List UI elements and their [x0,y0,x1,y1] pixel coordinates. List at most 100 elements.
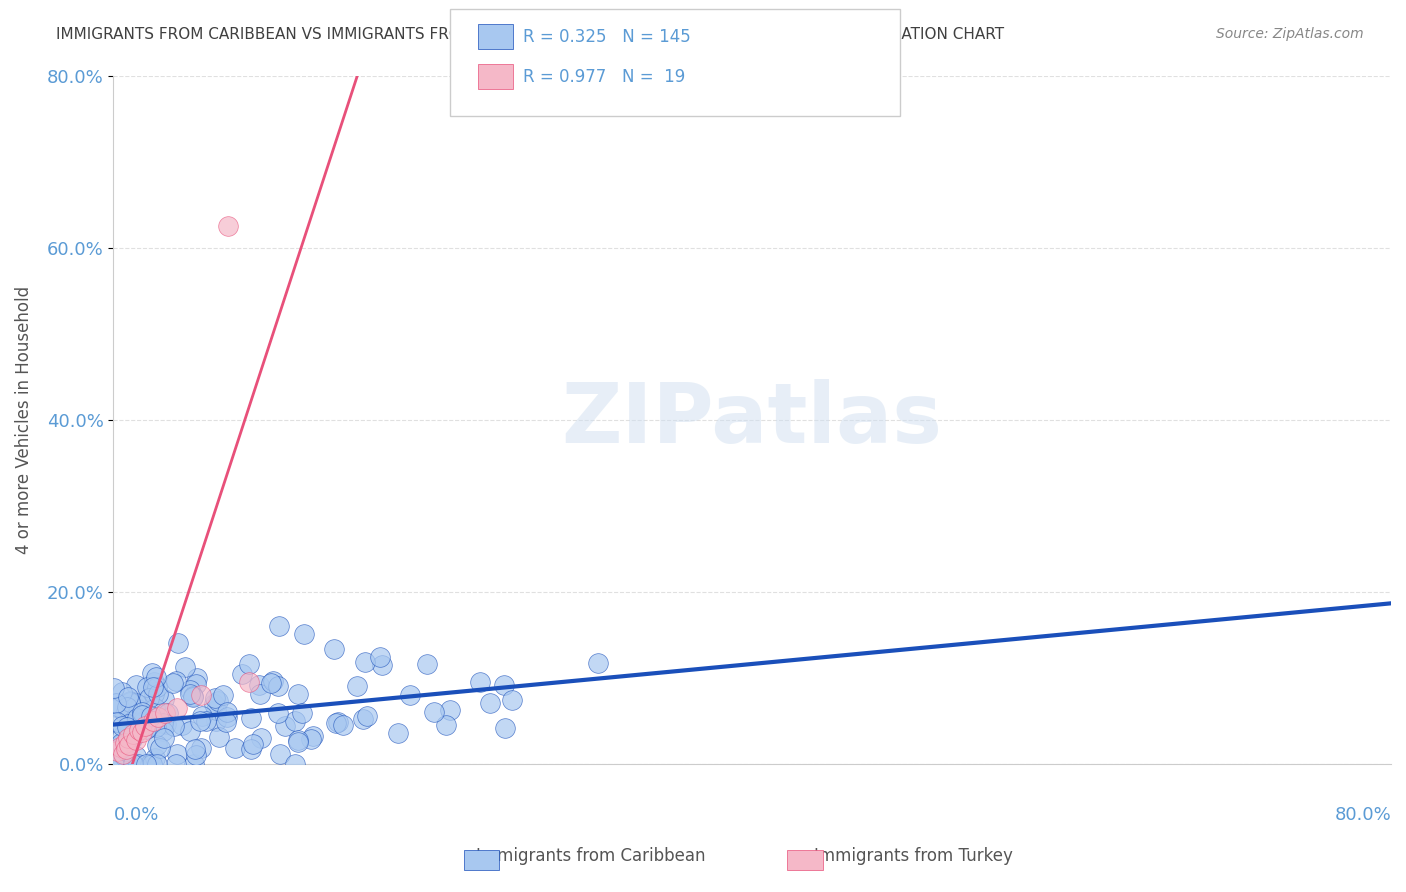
Point [115,720,138,734]
Point [141,757,163,772]
Point [138,691,160,706]
Point [179,686,201,700]
Point [142,714,165,729]
Point [121,708,143,723]
Point [118,739,141,753]
Point [165,757,187,772]
Point [249,687,271,701]
Point [184,742,207,756]
Point [104,700,127,714]
Point [292,627,315,641]
Point [145,720,167,734]
Point [131,724,153,739]
Point [170,718,193,732]
Point [117,690,139,704]
Point [103,681,125,695]
Point [131,708,153,723]
Point [108,744,131,758]
Point [153,691,176,706]
Point [135,757,157,772]
Point [439,703,461,717]
Point [167,636,190,650]
Point [204,690,226,705]
Point [141,665,163,680]
Point [146,757,169,772]
Point [299,732,322,747]
Point [183,756,205,771]
Point [267,679,290,693]
Point [108,740,131,755]
Point [166,701,188,715]
Point [143,751,166,765]
Point [120,695,142,709]
Point [181,689,204,703]
Point [124,729,146,743]
Point [356,709,378,723]
Point [111,729,134,743]
Point [157,706,180,720]
Point [136,680,159,694]
Point [479,697,502,711]
Point [153,731,176,745]
Point [422,706,444,720]
Point [166,747,188,762]
Point [142,680,165,694]
Point [204,714,226,729]
Point [231,667,253,681]
Point [145,670,167,684]
Point [117,700,139,714]
Point [214,714,236,729]
Point [238,657,260,671]
Point [416,657,439,672]
Point [125,733,148,747]
Point [328,714,350,729]
Point [105,696,128,710]
Point [125,711,148,725]
Point [269,747,291,761]
Point [111,685,134,699]
Point [249,731,271,745]
Point [325,716,347,731]
Point [284,714,307,728]
Point [112,747,135,761]
Point [162,676,184,690]
Point [152,715,174,730]
Point [117,716,139,731]
Point [302,729,325,743]
Point [141,719,163,733]
Point [191,708,214,723]
Point [492,677,515,691]
Point [188,714,211,728]
Point [143,687,166,701]
Point [121,727,143,741]
Point [114,707,136,722]
Text: IMMIGRANTS FROM CARIBBEAN VS IMMIGRANTS FROM TURKEY 4 OR MORE VEHICLES IN HOUSEH: IMMIGRANTS FROM CARIBBEAN VS IMMIGRANTS … [56,27,1004,42]
Point [186,671,208,685]
Point [249,678,271,692]
Point [267,706,290,721]
Point [387,726,409,740]
Point [110,736,132,750]
Point [146,680,169,694]
Point [291,706,314,721]
Point [179,682,201,697]
Point [115,744,138,758]
Point [267,618,290,632]
Point [114,736,136,750]
Text: R = 0.325   N = 145: R = 0.325 N = 145 [523,28,690,45]
Point [131,705,153,719]
Point [153,706,176,720]
Point [139,709,162,723]
Point [105,757,128,772]
Point [107,700,129,714]
Point [131,714,153,729]
Point [501,692,523,706]
Point [152,724,174,739]
Point [179,724,201,739]
Point [125,696,148,710]
Point [240,711,263,725]
Point [346,679,368,693]
Point [183,690,205,704]
Point [184,677,207,691]
Point [586,656,609,670]
